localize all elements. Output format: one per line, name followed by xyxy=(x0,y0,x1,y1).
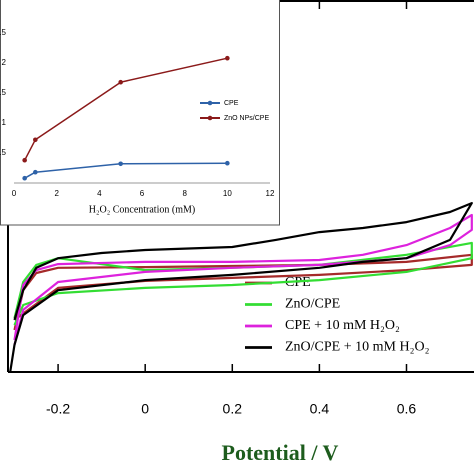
series-line xyxy=(9,202,473,373)
x-tick-label: -0.2 xyxy=(46,401,70,417)
x-axis-label: Potential / V xyxy=(222,440,339,465)
x-tick-label: 0.6 xyxy=(397,401,417,417)
inset-chart: 0 2 4 6 8 10 12 .5 1 .5 2 .5 H₂O₂ Concentration (mM)… xyxy=(0,0,280,226)
legend-label: ZnO/CPE xyxy=(285,297,340,312)
x-tick-label: 0 xyxy=(141,401,149,417)
x-axis-label: H₂O₂ Concentration (mM) xyxy=(89,204,195,215)
legend-marker xyxy=(207,100,213,106)
series-line xyxy=(13,213,473,346)
y-tick-label: .5 xyxy=(0,148,7,157)
data-point xyxy=(33,137,38,143)
legend-label: ZnO/CPE + 10 mM H₂O₂ xyxy=(285,340,430,355)
x-tick-label: 12 xyxy=(266,189,275,198)
y-tick-label: 2 xyxy=(2,58,7,67)
y-tick-label: .5 xyxy=(0,88,7,97)
series-line xyxy=(24,57,228,161)
data-point xyxy=(118,79,123,85)
data-point xyxy=(22,157,27,163)
series-line xyxy=(13,253,473,331)
x-tick-label: 0.2 xyxy=(223,401,243,417)
x-tick-label: 0 xyxy=(12,189,17,198)
y-tick-label: 1 xyxy=(2,118,7,127)
legend-label: CPE xyxy=(285,275,311,290)
legend-label: CPE xyxy=(224,100,239,107)
main-chart: -0.2 0 0.2 0.4 0.6 Potential / V CPE ZnO/CPE CPE… xyxy=(7,0,474,465)
data-point xyxy=(225,160,230,166)
data-point xyxy=(22,175,27,181)
data-point xyxy=(225,55,230,61)
legend-label: CPE + 10 mM H₂O₂ xyxy=(285,318,400,333)
x-tick-label: 8 xyxy=(182,189,187,198)
x-tick-label: 4 xyxy=(97,189,102,198)
series-line xyxy=(24,162,228,179)
data-point xyxy=(33,169,38,175)
x-tick-label: 2 xyxy=(54,189,59,198)
x-tick-label: 6 xyxy=(140,189,145,198)
x-tick-label: 0.4 xyxy=(310,401,330,417)
legend-label: ZnO NPs/CPE xyxy=(224,115,269,122)
x-tick-label: 10 xyxy=(223,189,232,198)
inset-frame xyxy=(0,0,280,226)
legend-marker xyxy=(207,115,213,121)
data-point xyxy=(118,161,123,167)
y-tick-label: .5 xyxy=(0,28,7,37)
